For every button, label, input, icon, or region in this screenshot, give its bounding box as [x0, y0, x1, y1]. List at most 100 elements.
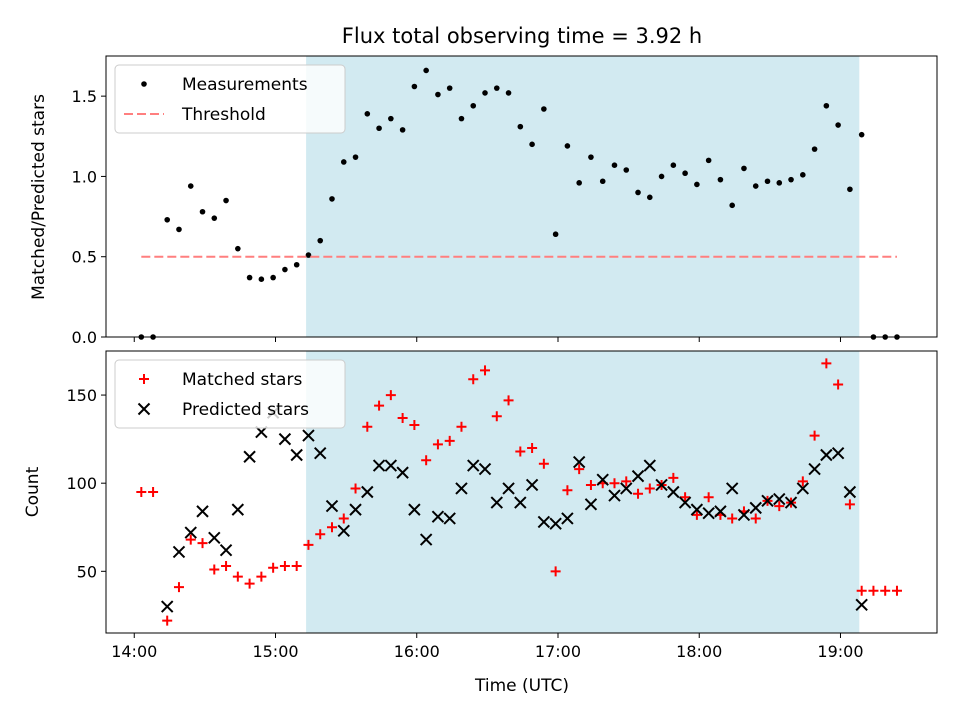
matched-star-point — [315, 529, 326, 540]
matched-star-point — [809, 430, 820, 441]
y-tick-label: 150 — [66, 386, 97, 405]
predicted-star-point — [596, 473, 609, 486]
matched-star-point — [585, 479, 596, 490]
predicted-star-point — [196, 505, 209, 518]
predicted-star-point — [302, 429, 315, 442]
matched-star-point — [538, 458, 549, 469]
matched-star-point — [444, 435, 455, 446]
predicted-star-point — [820, 448, 833, 462]
matched-star-point — [644, 483, 655, 494]
predicted-star-point — [408, 503, 421, 516]
predicted-star-point — [549, 517, 562, 530]
measurement-point — [258, 276, 265, 282]
predicted-star-point — [278, 432, 292, 446]
predicted-star-point — [349, 503, 362, 516]
matched-star-point — [856, 585, 867, 596]
measurement-point — [552, 231, 559, 238]
matched-star-point — [244, 578, 255, 589]
measurement-point — [646, 194, 653, 201]
matched-star-point — [844, 499, 855, 510]
legend-box — [114, 64, 346, 134]
matched-star-point — [362, 421, 373, 432]
matched-star-point — [833, 379, 844, 390]
predicted-star-point — [243, 450, 256, 463]
matched-star-point — [148, 487, 159, 497]
matched-star-point — [374, 400, 385, 411]
measurement-point — [505, 90, 512, 96]
predicted-star-point — [631, 469, 645, 483]
predicted-star-point — [443, 512, 456, 525]
measurement-point — [246, 274, 253, 281]
measurement-point — [788, 176, 794, 183]
measurement-point — [482, 90, 488, 96]
predicted-star-point — [643, 459, 657, 472]
predicted-star-point — [808, 462, 821, 476]
matched-star-point — [480, 365, 491, 376]
measurement-point — [541, 106, 547, 112]
matched-star-point — [562, 485, 573, 496]
matched-star-point — [527, 442, 538, 453]
legend-entry-label: Matched stars — [182, 370, 302, 390]
measurement-point — [329, 196, 335, 202]
x-tick-label: 19:00 — [817, 642, 863, 661]
chart-title: Flux total observing time = 3.92 h — [342, 24, 702, 48]
matched-star-point — [350, 483, 361, 494]
measurement-point — [717, 176, 724, 183]
predicted-star-point — [208, 531, 221, 545]
series-predicted-stars — [160, 406, 868, 613]
measurement-point — [187, 183, 194, 189]
measurement-point — [800, 172, 806, 178]
predicted-star-point — [290, 448, 303, 462]
measurement-point — [305, 252, 312, 258]
predicted-star-point — [584, 498, 598, 511]
predicted-star-point — [502, 482, 515, 495]
matched-star-point — [268, 562, 279, 573]
matched-star-point — [727, 513, 738, 524]
measurement-point — [588, 154, 594, 160]
matched-star-point — [515, 446, 526, 457]
matched-star-point — [703, 492, 714, 503]
matched-star-point — [491, 411, 502, 422]
y-tick-label: 50 — [77, 562, 97, 581]
legend-predicted-swatch — [137, 402, 151, 416]
observing-span — [306, 351, 860, 633]
matched-star-point — [385, 390, 396, 401]
measurement-point — [576, 180, 582, 186]
matched-star-point — [338, 513, 349, 524]
y-tick-label: 1.5 — [72, 87, 97, 106]
y-tick-label: 0.0 — [72, 328, 97, 347]
measurement-point — [623, 167, 630, 173]
x-axis-label: Time (UTC) — [474, 676, 569, 696]
measurement-point — [670, 162, 677, 168]
predicted-star-point — [761, 494, 774, 508]
matched-star-point — [468, 374, 479, 385]
matched-star-point — [232, 571, 243, 582]
measurement-point — [399, 127, 406, 133]
matched-star-point — [550, 566, 561, 577]
measurement-point — [564, 143, 571, 149]
matched-star-point — [750, 513, 761, 524]
count-panel: 50 100 150 14:00 15:00 16:00 17:00 18:00 19:00 Ma… — [66, 350, 938, 661]
measurement-point — [423, 67, 429, 74]
legend-entry-label: Threshold — [181, 105, 266, 125]
matched-star-point — [868, 585, 879, 596]
predicted-star-point — [796, 482, 810, 495]
measurement-point — [270, 274, 276, 281]
predicted-star-point — [219, 543, 233, 557]
predicted-star-point — [467, 459, 480, 472]
matched-star-point — [668, 472, 679, 483]
legend-entry-label: Predicted stars — [182, 400, 309, 420]
matched-star-point — [326, 522, 337, 533]
predicted-star-point — [525, 478, 539, 492]
x-tick-label: 16:00 — [394, 642, 440, 661]
matched-star-point — [609, 478, 620, 489]
matched-star-point — [291, 561, 302, 572]
axes-frame — [105, 350, 938, 634]
predicted-star-point — [325, 499, 339, 513]
matched-star-point — [633, 488, 644, 499]
measurement-point — [340, 159, 347, 165]
matched-star-point — [185, 534, 196, 545]
y-tick-label: 100 — [66, 474, 97, 493]
matched-star-point — [209, 564, 220, 575]
measurement-point — [658, 173, 665, 180]
